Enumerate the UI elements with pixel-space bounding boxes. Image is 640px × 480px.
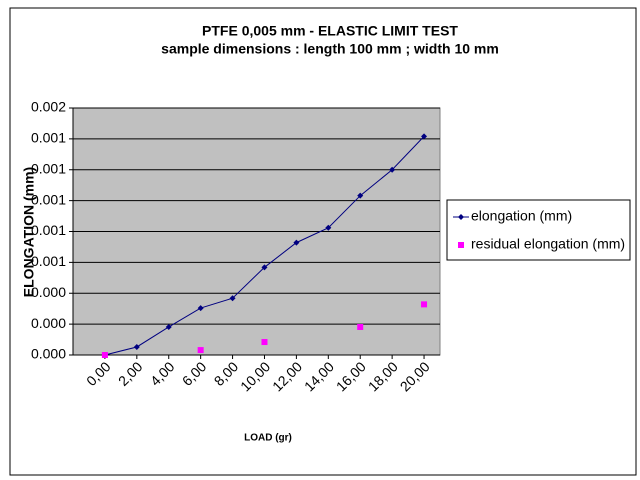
y-axis-label: ELONGATION (mm) (21, 167, 37, 297)
y-tick-label: 0.000 (31, 346, 66, 362)
data-point (101, 352, 108, 358)
data-point (165, 323, 172, 330)
data-point (357, 192, 364, 199)
data-point (421, 133, 428, 140)
data-point (229, 295, 236, 302)
y-tick-label: 0.000 (31, 315, 66, 331)
data-point (197, 347, 204, 354)
y-tick-label: 0.001 (31, 253, 66, 269)
legend-marker (458, 214, 464, 220)
chart-subtitle: sample dimensions : length 100 mm ; widt… (161, 41, 499, 57)
data-point (197, 305, 204, 312)
data-point (261, 264, 268, 271)
data-point (325, 224, 332, 231)
y-tick-label: 0.001 (31, 222, 66, 238)
y-tick-label: 0.002 (31, 99, 66, 115)
data-point (133, 343, 140, 350)
data-point (389, 166, 396, 173)
data-point (261, 339, 268, 346)
y-tick-label: 0.001 (31, 191, 66, 207)
data-point (293, 239, 300, 246)
legend (446, 199, 631, 261)
data-point (421, 301, 428, 308)
legend-label: elongation (mm) (471, 208, 572, 224)
x-axis-label: LOAD (gr) (244, 433, 292, 444)
chart-title: PTFE 0,005 mm - ELASTIC LIMIT TEST (202, 23, 458, 39)
y-tick-label: 0.000 (31, 284, 66, 300)
y-tick-label: 0.001 (31, 160, 66, 176)
legend-label: residual elongation (mm) (471, 236, 625, 252)
data-point (357, 323, 364, 330)
legend-marker (458, 242, 464, 248)
y-tick-label: 0.001 (31, 130, 66, 146)
